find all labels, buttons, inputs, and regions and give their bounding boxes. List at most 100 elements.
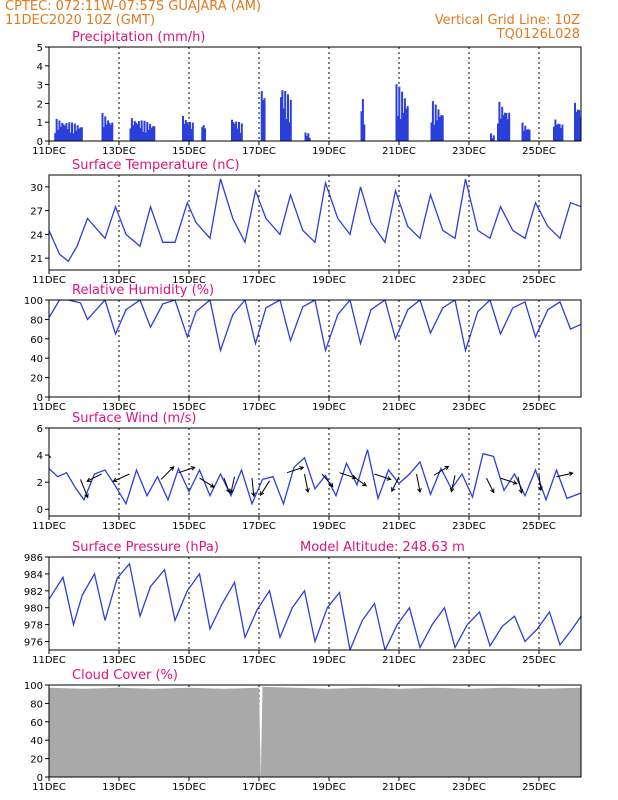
rh-xtick-label: 21DEC xyxy=(382,402,416,413)
temp-xtick-label: 23DEC xyxy=(452,275,486,286)
precip-bar xyxy=(522,130,525,141)
wind-arrow xyxy=(199,477,215,488)
precip-bar xyxy=(236,128,239,141)
precip-bar xyxy=(396,115,399,141)
wind-arrow-head xyxy=(259,491,265,497)
pres-title: Surface Pressure (hPa) xyxy=(72,540,219,555)
rh-ytick-label: 80 xyxy=(30,315,43,326)
wind-arrow-head xyxy=(229,488,234,494)
cloud-ytick-label: 0 xyxy=(37,773,43,784)
precip-bar xyxy=(431,101,434,141)
temp-line xyxy=(49,178,581,263)
precip-bar xyxy=(289,99,292,141)
precip-bar xyxy=(136,124,139,141)
precip-bar xyxy=(187,124,190,141)
precip-bar xyxy=(508,112,511,141)
precip-bar xyxy=(102,127,105,141)
precip-bar xyxy=(54,133,57,141)
precip-bar xyxy=(143,120,146,141)
precip-bar xyxy=(438,116,441,141)
precip-bar xyxy=(146,121,149,141)
wind-arrow-head xyxy=(38,442,42,446)
wind-xtick-label: 17DEC xyxy=(242,521,276,532)
precip-bar xyxy=(66,129,69,141)
pres-xtick-label: 25DEC xyxy=(522,655,556,666)
rh-frame xyxy=(48,299,582,398)
precip-bar xyxy=(437,109,440,141)
precip-bar xyxy=(240,123,243,141)
precip-bar xyxy=(576,109,579,141)
precip-bar xyxy=(137,121,140,141)
precip-frame xyxy=(48,46,582,142)
precip-bar xyxy=(149,123,152,141)
precip-bar xyxy=(492,135,495,141)
precip-bar xyxy=(282,108,285,141)
precip-bar xyxy=(436,120,439,141)
wind-arrow xyxy=(556,472,573,478)
rh-xtick-label: 13DEC xyxy=(102,402,136,413)
precip-plot xyxy=(54,84,584,141)
precip-bar xyxy=(263,98,266,141)
wind-title: Surface Wind (m/s) xyxy=(72,411,196,426)
cloud-area xyxy=(49,686,581,777)
cloud-xtick-label: 25DEC xyxy=(522,782,556,793)
wind-arrow-head xyxy=(305,488,310,494)
precip-bar xyxy=(69,132,72,141)
precip-bar xyxy=(361,99,364,141)
temp-xtick-label: 13DEC xyxy=(102,275,136,286)
run-date: 11DEC2020 10Z (GMT) xyxy=(5,13,156,28)
cloud-xtick-label: 11DEC xyxy=(32,782,66,793)
precip-bar xyxy=(579,116,581,141)
wind-line xyxy=(49,449,581,506)
precip-bar xyxy=(140,120,143,141)
cloud-panel: 0 20 40 60 80 100 11DEC 13DEC 15DEC 17DEC 19DEC 21D… xyxy=(24,668,582,793)
precip-bar xyxy=(440,115,443,141)
wind-xtick-label: 11DEC xyxy=(32,521,66,532)
wind-arrow xyxy=(260,480,270,496)
wind-arrow xyxy=(339,472,356,479)
precip-bar xyxy=(305,135,308,141)
wind-arrow xyxy=(86,473,102,482)
precip-bar xyxy=(202,125,205,141)
pres-ytick-label: 978 xyxy=(24,621,43,632)
precip-bar xyxy=(183,124,186,141)
pres-xtick-label: 21DEC xyxy=(382,655,416,666)
rh-xtick-label: 25DEC xyxy=(522,402,556,413)
precip-bar xyxy=(491,138,494,141)
precip-bar xyxy=(582,124,584,141)
wind-arrow-head xyxy=(512,480,518,485)
pres-subtitle: Model Altitude: 248.63 m xyxy=(300,540,465,555)
precip-ytick-label: 4 xyxy=(37,62,43,73)
cloud-xtick-label: 17DEC xyxy=(242,782,276,793)
precip-bar xyxy=(430,122,433,141)
wind-arrow-head xyxy=(251,492,256,498)
precip-bar xyxy=(363,124,366,141)
wind-arrow xyxy=(500,477,517,484)
precip-xtick-label: 11DEC xyxy=(32,146,66,157)
temp-ytick-label: 30 xyxy=(30,183,43,194)
precip-bar xyxy=(186,122,189,141)
wind-arrow xyxy=(230,476,235,494)
precip-bar xyxy=(406,106,409,141)
precip-bar xyxy=(68,122,71,141)
wind-arrow xyxy=(416,473,421,493)
precip-bar xyxy=(502,114,505,141)
precip-bar xyxy=(280,97,282,141)
temp-xtick-label: 25DEC xyxy=(522,275,556,286)
precip-bar xyxy=(554,119,557,141)
precip-bar xyxy=(142,131,145,141)
wind-arrow xyxy=(113,473,130,482)
precip-bar xyxy=(133,120,136,141)
precip-bar xyxy=(80,127,83,141)
wind-xtick-label: 23DEC xyxy=(452,521,486,532)
wind-arrow xyxy=(374,473,391,480)
wind-arrow xyxy=(160,466,174,480)
precip-bar xyxy=(574,102,576,141)
precip-bar xyxy=(71,122,74,141)
wind-arrow-head xyxy=(391,487,396,493)
wind-xtick-label: 15DEC xyxy=(172,521,206,532)
temp-ytick-label: 27 xyxy=(30,207,43,218)
wind-arrow xyxy=(321,473,334,487)
precip-bar xyxy=(285,119,288,141)
pres-xtick-label: 15DEC xyxy=(172,655,206,666)
